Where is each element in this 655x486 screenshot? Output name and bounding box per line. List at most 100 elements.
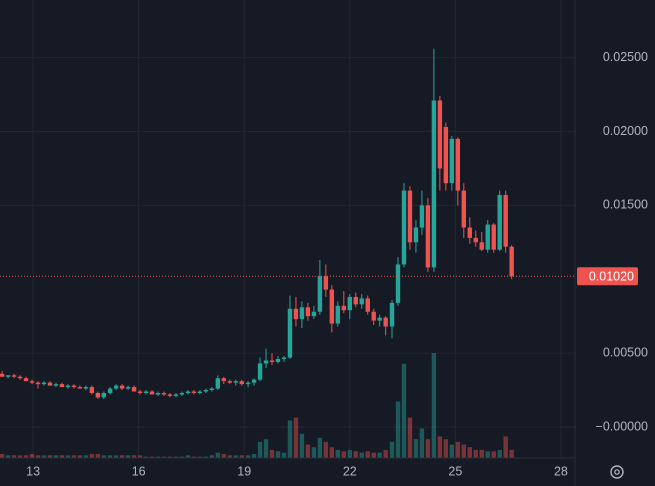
volume-bar <box>341 451 347 458</box>
candle-body <box>209 388 215 391</box>
candle-body <box>227 381 232 383</box>
volume-bar <box>269 449 275 458</box>
volume-bar <box>143 456 149 458</box>
candle-body <box>461 190 467 228</box>
volume-bar <box>65 455 71 458</box>
volume-bar <box>359 452 364 458</box>
volume-bar <box>407 417 413 458</box>
volume-bar <box>347 449 352 458</box>
candle-body <box>125 387 131 389</box>
volume-bar <box>449 444 455 458</box>
candle-body <box>287 308 293 358</box>
candle-body <box>305 307 311 317</box>
volume-bar <box>197 456 203 458</box>
y-tick-label: 0.01500 <box>603 198 648 212</box>
candle-body <box>65 385 71 388</box>
settings-icon[interactable] <box>610 465 624 479</box>
volume-bar <box>5 455 11 458</box>
volume-bar <box>203 456 209 458</box>
candle-body <box>233 381 238 383</box>
candle-body <box>269 360 275 362</box>
axes-layer: −0.00000 0.00500 0.01500 0.02000 0.02500 13 16… <box>26 50 648 478</box>
volume-bar <box>101 455 107 458</box>
candle-body <box>239 381 244 385</box>
volume-bar <box>275 451 281 458</box>
candle-body <box>71 385 77 388</box>
candle-body <box>359 298 364 305</box>
candle-body <box>479 242 484 250</box>
volume-bar <box>443 439 449 458</box>
volume-bar <box>131 455 137 458</box>
volume-bar <box>431 353 437 458</box>
volume-bar <box>35 455 41 458</box>
candle-body <box>449 138 455 184</box>
volume-bar <box>257 441 263 458</box>
volume-bar <box>473 449 478 458</box>
candle-body <box>329 289 335 324</box>
volume-bar <box>413 439 419 458</box>
last-price-badge <box>577 267 638 286</box>
candle-body <box>197 391 203 393</box>
volume-bar <box>335 449 341 458</box>
candle-body <box>23 378 29 382</box>
candle-body <box>383 317 388 327</box>
candle-body <box>251 379 257 383</box>
volume-bar <box>281 452 287 458</box>
candle-body <box>77 387 83 389</box>
volume-layer <box>0 353 514 458</box>
volume-bar <box>221 453 227 458</box>
candle-body <box>29 381 35 383</box>
candle-body <box>155 392 161 395</box>
candle-body <box>437 100 443 169</box>
candle-body <box>389 302 395 327</box>
candle-body <box>323 276 329 290</box>
candle-body <box>443 127 449 184</box>
x-tick-label: 25 <box>448 464 462 478</box>
volume-bar <box>83 455 89 458</box>
volume-bar <box>0 453 5 458</box>
volume-bar <box>71 455 77 458</box>
candle-body <box>143 391 149 393</box>
candle-body <box>401 190 407 265</box>
y-tick-label: 0.00500 <box>603 345 648 359</box>
candle-body <box>149 391 155 395</box>
volume-bar <box>149 456 155 458</box>
volume-bar <box>107 455 113 458</box>
volume-bar <box>491 451 496 458</box>
volume-bar <box>47 455 53 458</box>
candle-body <box>311 311 317 317</box>
volume-bar <box>77 455 83 458</box>
volume-bar <box>179 456 185 458</box>
volume-bar <box>461 444 467 458</box>
candle-body <box>263 360 269 364</box>
candle-body <box>317 276 323 312</box>
candle-body <box>137 391 143 393</box>
candle-body <box>53 384 59 386</box>
volume-bar <box>305 444 311 458</box>
volume-bar <box>53 455 59 458</box>
candle-body <box>299 307 305 320</box>
candle-body <box>113 385 119 389</box>
volume-bar <box>137 455 143 458</box>
candle-body <box>221 378 227 382</box>
last-price-label: 0.01020 <box>589 270 634 284</box>
gear-outline <box>610 465 624 479</box>
candle-body <box>467 227 472 238</box>
candle-body <box>167 394 173 396</box>
candle-body <box>347 296 352 311</box>
volume-bar <box>389 441 395 458</box>
candle-body <box>281 357 287 360</box>
x-tick-label: 13 <box>26 464 40 478</box>
volume-bar <box>23 455 29 458</box>
volume-bar <box>377 452 382 458</box>
volume-bar <box>239 455 244 458</box>
volume-bar <box>467 447 472 458</box>
volume-bar <box>41 455 47 458</box>
candle-body <box>173 394 179 396</box>
volume-bar <box>215 452 221 458</box>
candle-body <box>35 382 41 385</box>
volume-bar <box>371 452 376 458</box>
volume-bar <box>311 447 317 458</box>
volume-bar <box>293 417 299 458</box>
